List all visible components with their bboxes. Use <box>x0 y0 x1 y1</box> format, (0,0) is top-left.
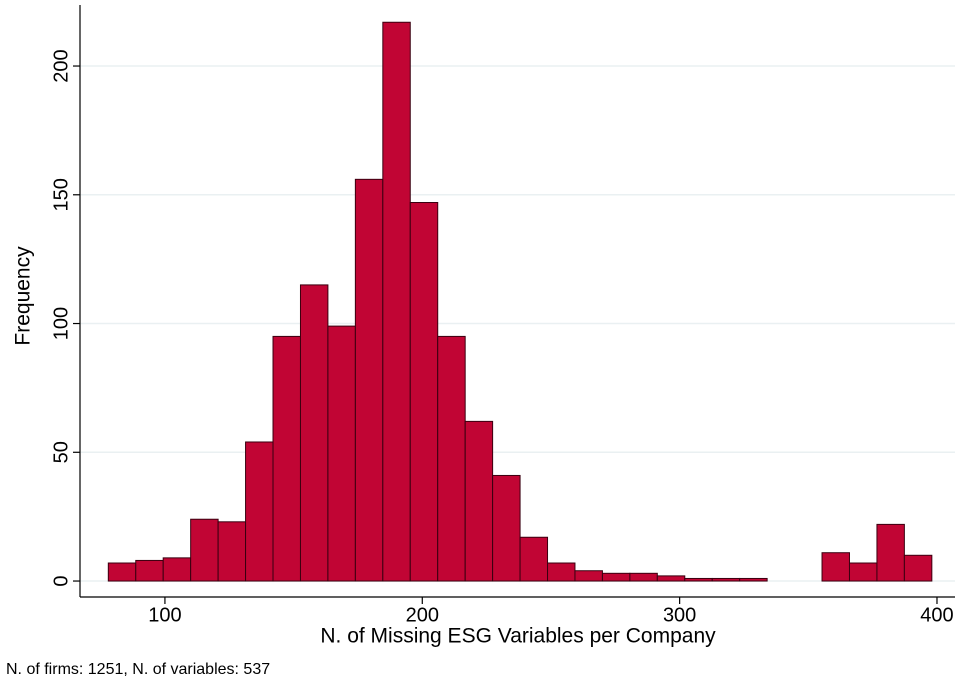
bar <box>217 521 247 582</box>
bar <box>711 577 741 582</box>
bar <box>739 577 768 582</box>
y-tick-label: 150 <box>50 178 72 211</box>
x-tick-label: 200 <box>406 604 439 626</box>
x-tick-label: 300 <box>663 604 696 626</box>
bar <box>547 562 576 582</box>
bar <box>574 570 603 582</box>
x-tick-label: 100 <box>148 604 181 626</box>
bar <box>107 562 137 582</box>
bar <box>601 572 631 582</box>
bar <box>629 572 658 582</box>
x-tick-label: 400 <box>920 604 953 626</box>
x-axis-title: N. of Missing ESG Variables per Company <box>320 625 716 648</box>
note: N. of firms: 1251, N. of variables: 537 <box>6 661 270 678</box>
bar <box>135 559 164 582</box>
bar <box>903 554 933 582</box>
bar <box>162 557 192 582</box>
bar <box>382 21 411 582</box>
bar <box>354 178 384 582</box>
bar <box>464 420 494 582</box>
bar <box>492 474 521 582</box>
bar <box>409 202 439 582</box>
bar <box>272 335 301 582</box>
bar <box>876 523 905 582</box>
bar <box>299 284 329 582</box>
bar <box>327 325 356 582</box>
bar <box>656 575 686 582</box>
y-axis-title: Frequency <box>12 246 35 346</box>
bar <box>519 536 549 582</box>
y-tick-label: 50 <box>50 441 72 463</box>
bar <box>684 577 713 582</box>
y-tick-label: 200 <box>50 49 72 82</box>
bar <box>821 552 850 582</box>
bar <box>848 562 878 582</box>
bar <box>437 335 466 582</box>
bar <box>245 441 274 582</box>
bar <box>190 518 219 582</box>
y-tick-label: 0 <box>50 575 72 586</box>
y-tick-label: 100 <box>50 307 72 340</box>
